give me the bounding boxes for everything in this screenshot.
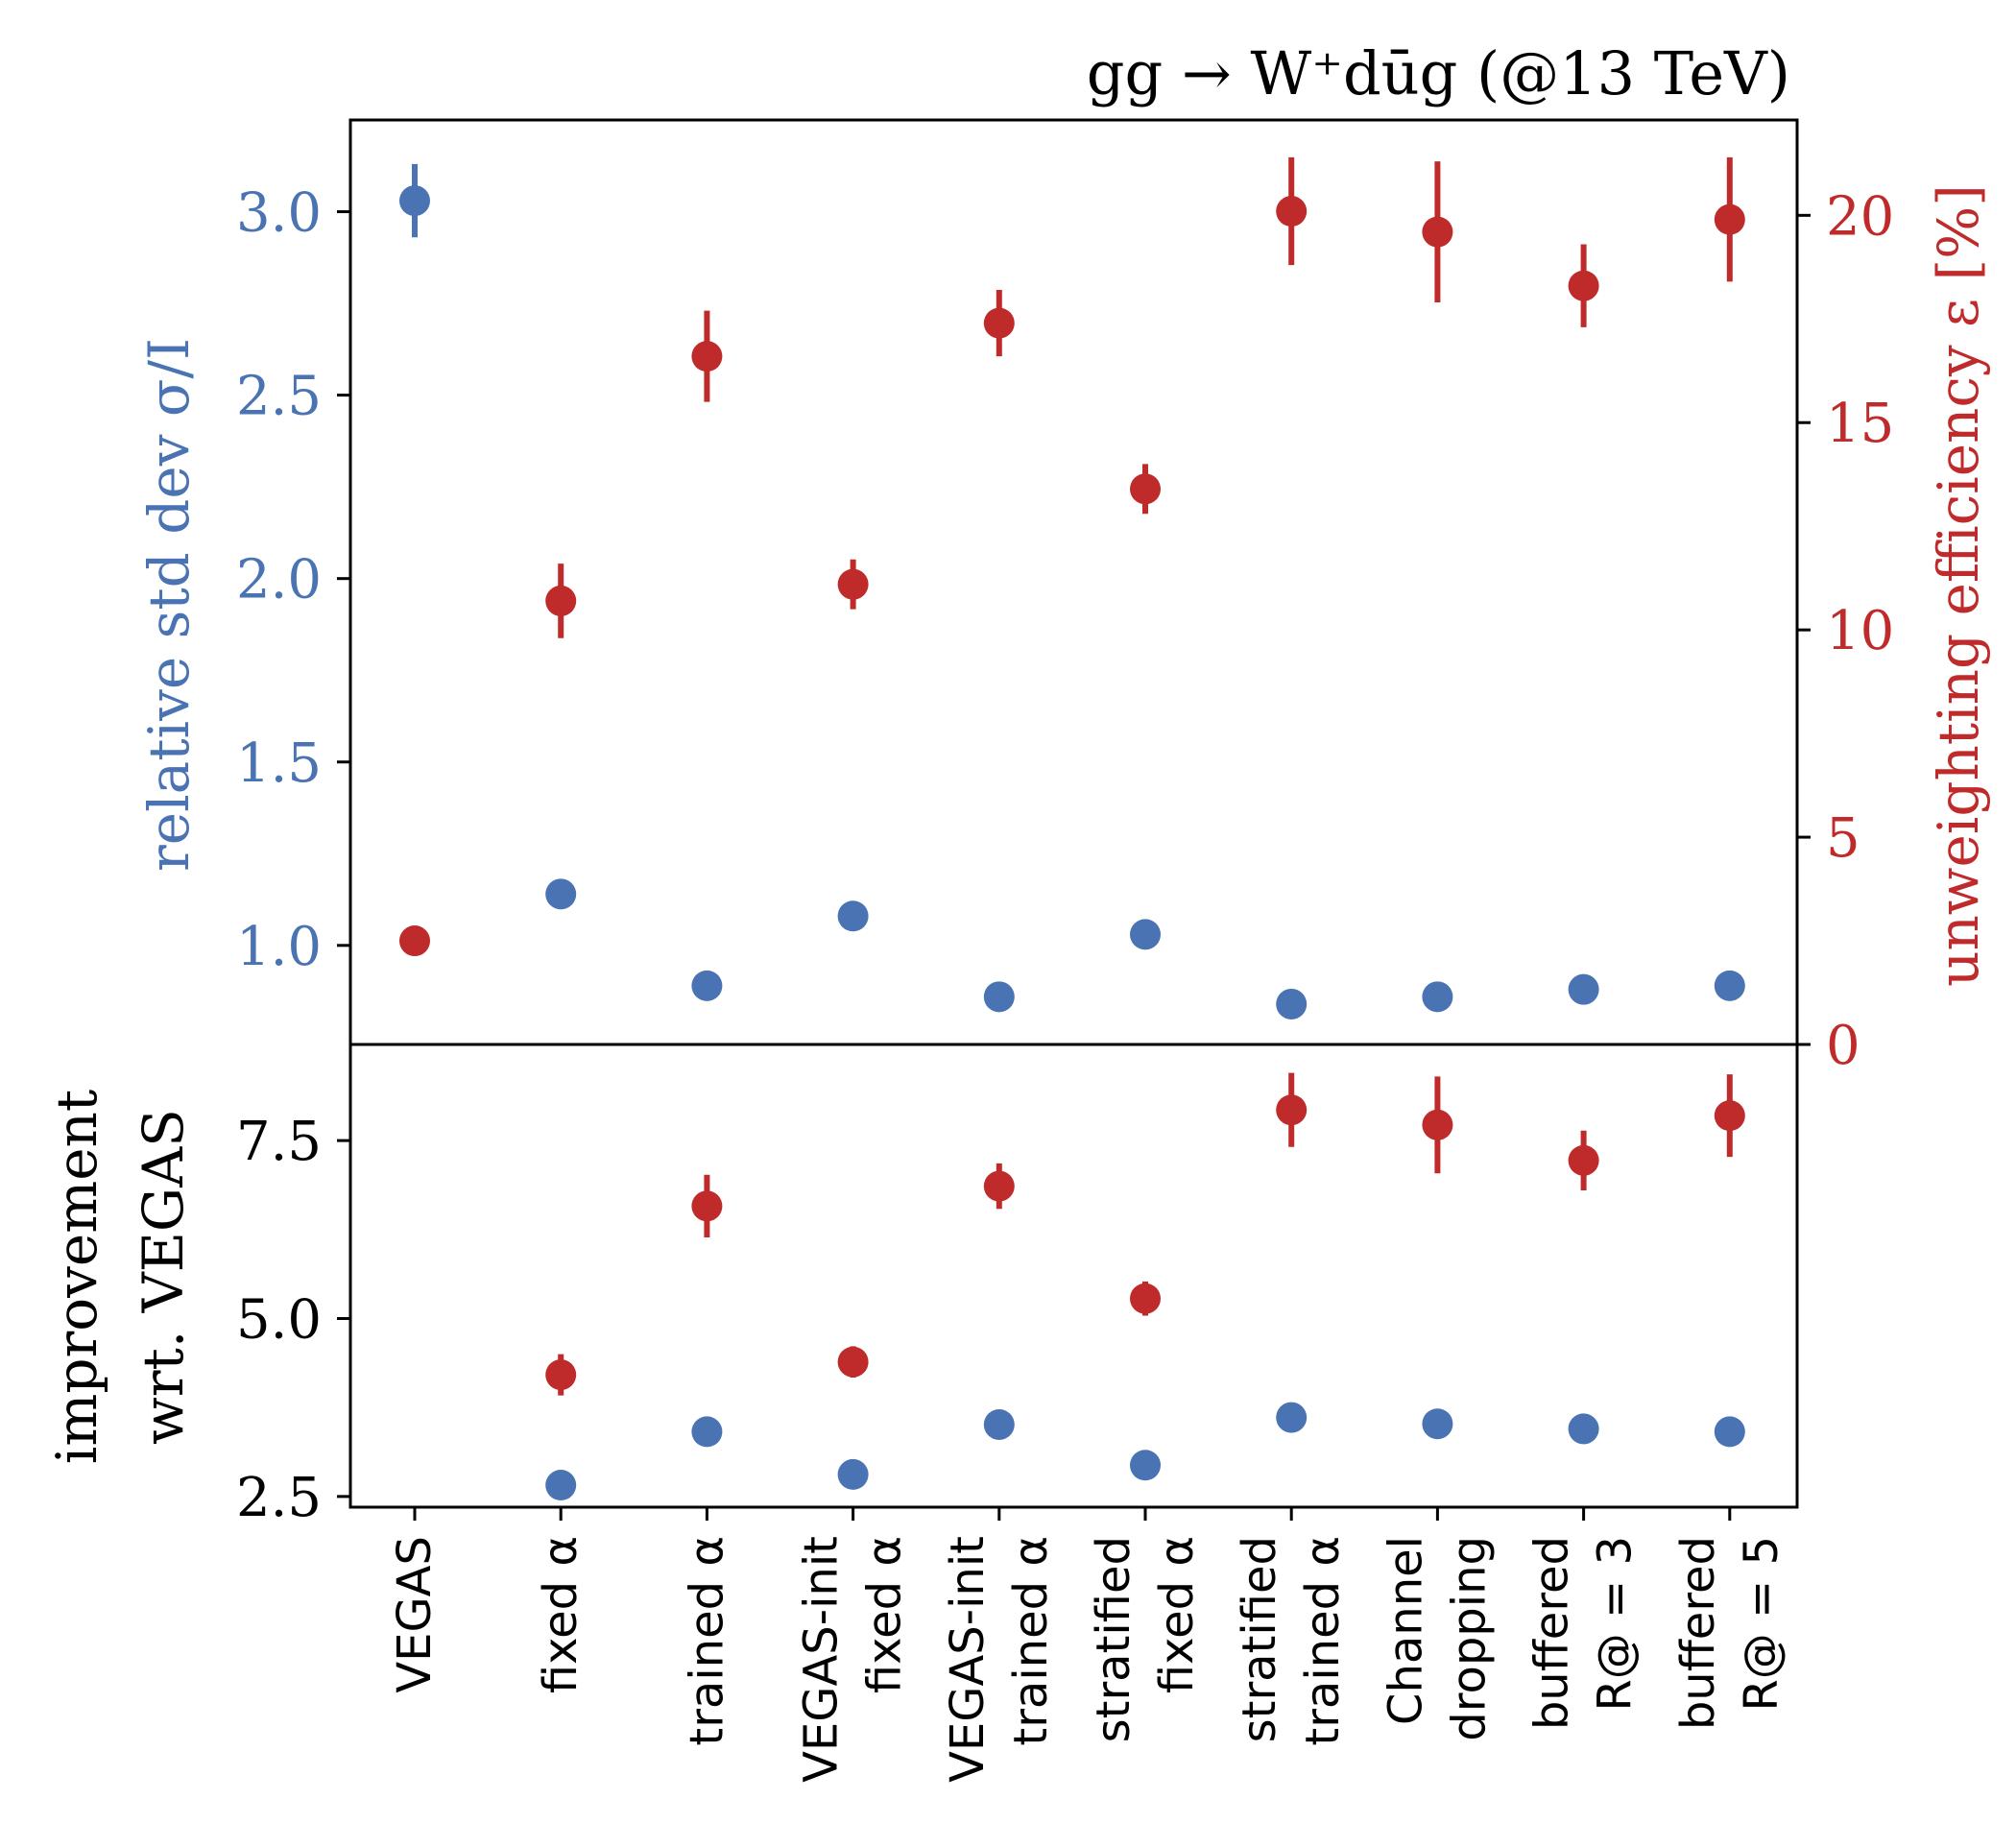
top-data-point xyxy=(1276,196,1308,228)
bottom-data-point xyxy=(1422,1109,1453,1140)
bottom-axis-label-line2: wrt. VEGAS xyxy=(131,1109,196,1445)
top-data-point xyxy=(545,878,577,910)
bottom-data-point xyxy=(1276,1094,1308,1126)
top-data-point xyxy=(837,900,869,932)
x-category-labels: VEGAS fixed α trained α VEGAS-init fixed α VE… xyxy=(388,1536,1788,1783)
top-data-point xyxy=(1568,973,1599,1005)
bottom-data-point xyxy=(1422,1408,1453,1440)
x-category-label: VEGAS-init xyxy=(795,1536,849,1783)
bottom-panel-frame xyxy=(348,1043,1799,1509)
x-category-label: trained α xyxy=(1296,1536,1350,1746)
bottom-tick-label: 7.5 xyxy=(236,1111,322,1173)
x-category-label: Channel xyxy=(1379,1536,1432,1725)
x-category-label: R@ = 5 xyxy=(1735,1536,1788,1712)
top-data-point xyxy=(691,341,723,372)
bottom-data-point xyxy=(837,1458,869,1490)
bottom-panel-points xyxy=(545,1072,1745,1501)
top-data-point xyxy=(691,970,723,1001)
x-category-label: fixed α xyxy=(1150,1536,1204,1693)
bottom-left-ticks: 2.5 5.0 7.5 xyxy=(236,1111,350,1529)
top-data-point xyxy=(983,981,1015,1013)
bottom-data-point xyxy=(983,1170,1015,1202)
right-tick-label: 0 xyxy=(1826,1015,1860,1077)
top-data-point xyxy=(399,185,430,217)
chart-title: gg → W⁺dūg (@13 TeV) xyxy=(1087,38,1790,108)
left-tick-label: 1.0 xyxy=(236,916,322,978)
top-right-ticks: 0 5 10 15 20 xyxy=(1797,185,1894,1077)
top-data-point xyxy=(1276,988,1308,1019)
x-category-label: VEGAS-init xyxy=(941,1536,995,1783)
left-tick-label: 2.5 xyxy=(236,366,322,428)
x-category-label: fixed α xyxy=(534,1536,588,1693)
x-ticks xyxy=(413,1507,1732,1521)
top-data-point xyxy=(1422,216,1453,248)
bottom-data-point xyxy=(1568,1144,1599,1176)
bottom-data-point xyxy=(1568,1413,1599,1445)
right-tick-label: 20 xyxy=(1826,185,1894,248)
right-axis-label: unweighting efficiency ε [%] xyxy=(1926,184,1991,987)
bottom-data-point xyxy=(545,1359,577,1391)
bottom-data-point xyxy=(545,1470,577,1501)
x-category-label: dropping xyxy=(1442,1536,1496,1741)
top-data-point xyxy=(1568,270,1599,301)
top-left-ticks: 1.0 1.5 2.0 2.5 3.0 xyxy=(236,182,350,978)
left-tick-label: 2.0 xyxy=(236,549,322,612)
x-category-label: trained α xyxy=(1004,1536,1058,1746)
right-tick-label: 5 xyxy=(1826,807,1860,870)
x-category-label: buffered xyxy=(1671,1536,1725,1730)
bottom-tick-label: 2.5 xyxy=(236,1467,322,1529)
top-data-point xyxy=(1714,204,1745,235)
top-data-point xyxy=(1422,981,1453,1013)
right-tick-label: 10 xyxy=(1826,600,1894,662)
bottom-data-point xyxy=(691,1190,723,1222)
bottom-tick-label: 5.0 xyxy=(236,1288,322,1351)
top-data-point xyxy=(983,307,1015,339)
bottom-data-point xyxy=(1130,1283,1161,1314)
left-tick-label: 1.5 xyxy=(236,732,322,795)
bottom-data-point xyxy=(837,1346,869,1378)
bottom-data-point xyxy=(1714,1416,1745,1448)
top-data-point xyxy=(399,925,430,957)
top-data-point xyxy=(1130,473,1161,505)
bottom-data-point xyxy=(983,1408,1015,1440)
top-panel-points xyxy=(399,156,1745,1019)
top-data-point xyxy=(545,585,577,616)
x-category-label: fixed α xyxy=(858,1536,912,1693)
bottom-data-point xyxy=(1276,1402,1308,1433)
right-tick-label: 15 xyxy=(1826,393,1894,455)
left-axis-label: relative std dev σ/I xyxy=(136,338,202,872)
top-data-point xyxy=(1130,919,1161,950)
bottom-data-point xyxy=(691,1416,723,1448)
bottom-data-point xyxy=(1714,1100,1745,1132)
x-category-label: trained α xyxy=(680,1536,733,1746)
top-data-point xyxy=(1714,970,1745,1001)
x-category-label: buffered xyxy=(1525,1536,1579,1730)
bottom-axis-label-line1: improvement xyxy=(44,1090,109,1464)
top-data-point xyxy=(837,568,869,600)
x-category-label: VEGAS xyxy=(388,1536,442,1693)
left-tick-label: 3.0 xyxy=(236,182,322,245)
x-category-label: stratified xyxy=(1087,1536,1140,1742)
x-category-label: R@ = 3 xyxy=(1589,1536,1643,1712)
x-category-label: stratified xyxy=(1233,1536,1286,1742)
bottom-data-point xyxy=(1130,1450,1161,1481)
